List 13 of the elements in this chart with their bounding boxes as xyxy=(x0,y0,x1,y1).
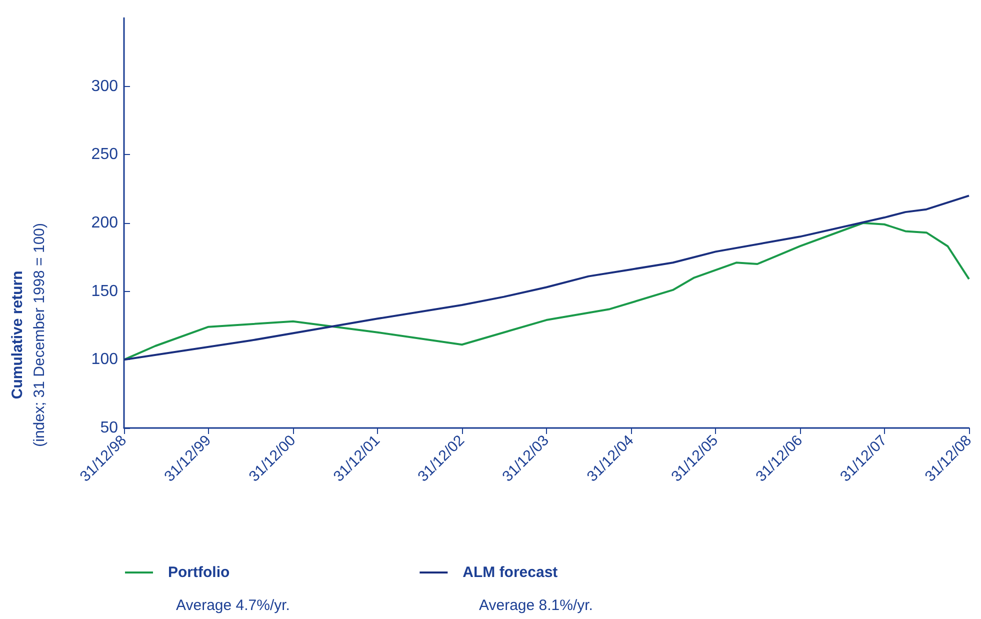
line-series xyxy=(123,222,970,361)
y-axis-title: Cumulative return (index; 31 December 1998 = 100) xyxy=(9,222,48,447)
legend-label: ALM forecast xyxy=(462,564,558,581)
line-series xyxy=(123,194,970,361)
y-tick-label: 250 xyxy=(91,146,118,164)
legend-label: Portfolio xyxy=(168,564,230,581)
text: Average 8.1%/yr. xyxy=(479,597,593,614)
text: Average 4.7%/yr. xyxy=(176,597,290,614)
y-tick-label: 300 xyxy=(91,78,118,95)
y-tick-label: 100 xyxy=(91,351,118,368)
y-tick-label: 50 xyxy=(100,420,118,436)
y-tick-label: 200 xyxy=(91,214,118,232)
y-tick-label: 150 xyxy=(91,282,118,300)
